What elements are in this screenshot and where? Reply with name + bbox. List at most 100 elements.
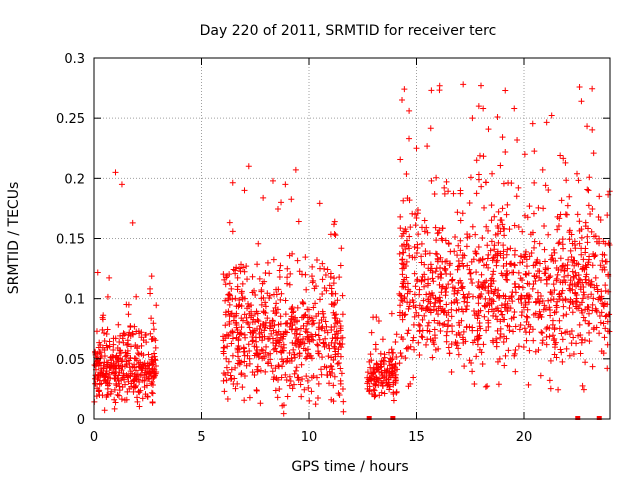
data-point (240, 345, 247, 352)
data-point (424, 229, 431, 236)
data-point (589, 262, 596, 269)
data-point (315, 350, 322, 357)
data-point (304, 353, 311, 360)
data-point (282, 181, 289, 188)
data-point (266, 295, 273, 302)
data-point (418, 305, 425, 312)
data-point (234, 380, 241, 387)
data-point (479, 284, 486, 291)
data-point (436, 294, 443, 301)
data-point (392, 374, 399, 381)
data-point (255, 318, 262, 325)
data-point (251, 352, 258, 359)
data-point (272, 365, 279, 372)
data-point (539, 337, 546, 344)
data-point (292, 314, 299, 321)
data-point (432, 224, 439, 231)
data-point (605, 240, 612, 247)
data-point (277, 320, 284, 327)
data-point (290, 308, 297, 315)
data-point (509, 298, 516, 305)
data-point (331, 373, 338, 380)
data-point (415, 339, 422, 346)
data-point (233, 303, 240, 310)
data-point (485, 283, 492, 290)
data-point (141, 384, 148, 391)
data-point (558, 349, 565, 356)
data-point (275, 328, 282, 335)
data-point (524, 314, 531, 321)
data-point (284, 393, 291, 400)
data-point (542, 258, 549, 265)
data-point (245, 341, 252, 348)
data-point (473, 250, 480, 257)
data-point (104, 326, 111, 333)
data-point (590, 295, 597, 302)
data-point (480, 262, 487, 269)
data-point (297, 325, 304, 332)
data-point (494, 327, 501, 334)
data-point (435, 311, 442, 318)
data-point (495, 239, 502, 246)
data-point (289, 309, 296, 316)
data-point (118, 181, 125, 188)
data-point (441, 190, 448, 197)
data-point (247, 329, 254, 336)
data-point (244, 276, 251, 283)
data-point (493, 262, 500, 269)
data-point (517, 321, 524, 328)
data-point (541, 302, 548, 309)
data-point (273, 291, 280, 298)
data-point (371, 380, 378, 387)
data-point (114, 391, 121, 398)
data-point (418, 333, 425, 340)
data-point (515, 184, 522, 191)
data-point (421, 228, 428, 235)
x-tick-label: 10 (301, 430, 318, 445)
data-point (225, 291, 232, 298)
data-point (135, 388, 142, 395)
data-point (441, 184, 448, 191)
data-point (297, 381, 304, 388)
data-point (241, 358, 248, 365)
data-point (577, 283, 584, 290)
data-point (596, 330, 603, 337)
data-point (521, 151, 528, 158)
data-point (246, 324, 253, 331)
data-point (448, 313, 455, 320)
data-point (568, 328, 575, 335)
data-point (448, 306, 455, 313)
data-point (115, 372, 122, 379)
data-point (407, 380, 414, 387)
data-point (531, 244, 538, 251)
data-point (116, 380, 123, 387)
data-point (426, 290, 433, 297)
data-point (262, 270, 269, 277)
data-point (145, 375, 152, 382)
data-point (577, 350, 584, 357)
data-point (310, 373, 317, 380)
data-point (333, 328, 340, 335)
data-point (537, 293, 544, 300)
data-point (485, 126, 492, 133)
data-point (288, 196, 295, 203)
data-point (454, 266, 461, 273)
data-point (405, 344, 412, 351)
data-point (286, 373, 293, 380)
data-point (525, 381, 532, 388)
data-point (388, 368, 395, 375)
data-point (496, 355, 503, 362)
data-point (504, 246, 511, 253)
data-point (301, 340, 308, 347)
data-point (547, 273, 554, 280)
data-point (427, 307, 434, 314)
data-point (254, 261, 261, 268)
data-point (477, 307, 484, 314)
data-point (485, 251, 492, 258)
data-point (423, 291, 430, 298)
data-point (540, 306, 547, 313)
data-point (296, 350, 303, 357)
data-point (106, 274, 113, 281)
data-point (523, 313, 530, 320)
